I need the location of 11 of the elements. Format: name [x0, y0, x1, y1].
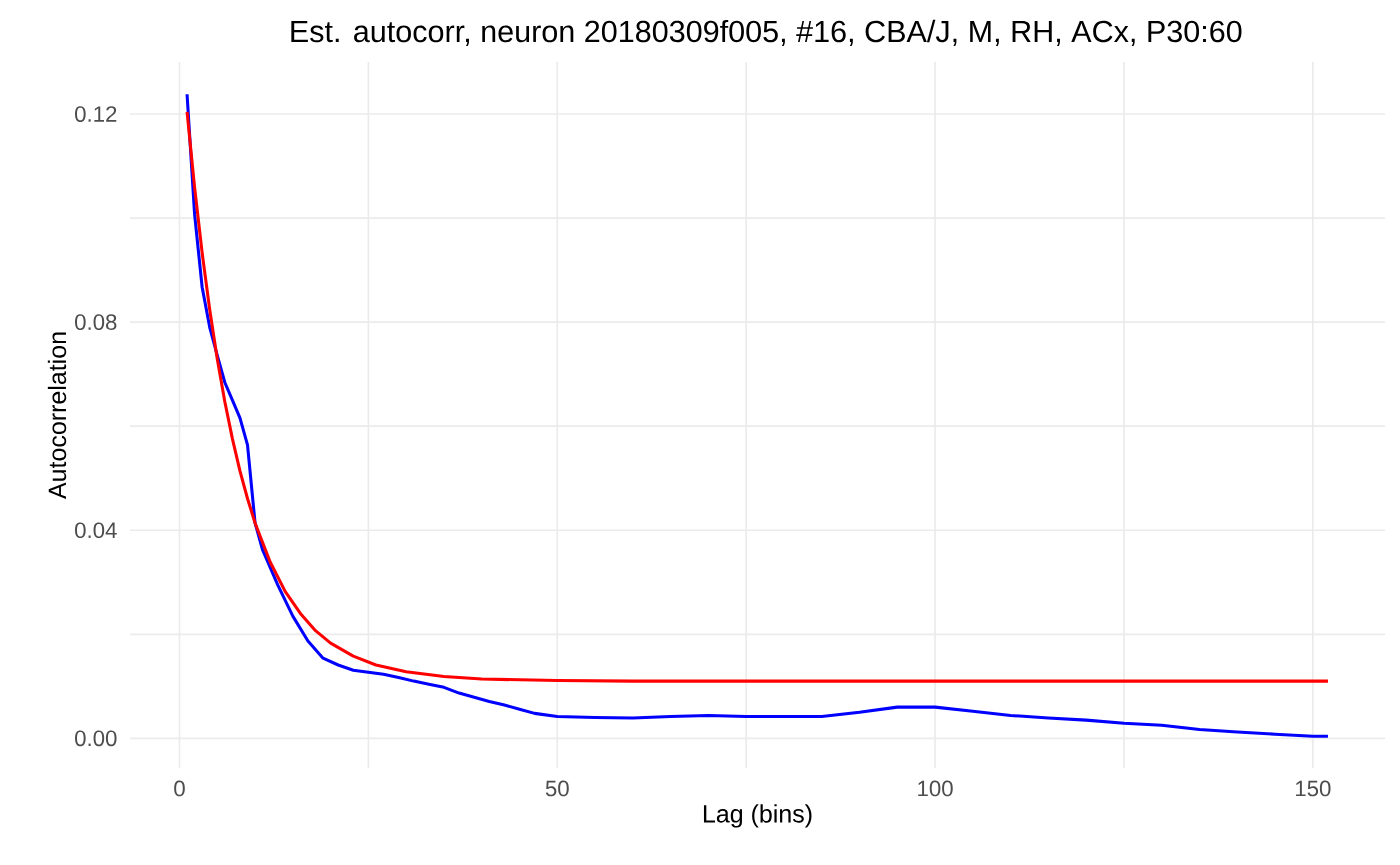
x-tick-label: 50 — [545, 780, 569, 797]
x-axis-title: Lag (bins) — [703, 804, 812, 828]
x-tick-label: 150 — [1296, 780, 1331, 797]
y-tick-label: 0.12 — [75, 106, 117, 122]
x-tick-label: 0 — [174, 780, 185, 797]
y-tick-label: 0.08 — [75, 314, 117, 330]
x-tick-label: 100 — [918, 780, 953, 797]
y-axis-title: Autocorrelation — [47, 332, 67, 500]
chart-title: Est. autocorr, neuron 20180309f005, #16, CBA/J, M, RH, ACx, P30:60 — [291, 19, 1242, 46]
y-tick-label: 0.00 — [75, 730, 117, 747]
y-tick-label: 0.04 — [75, 522, 117, 539]
